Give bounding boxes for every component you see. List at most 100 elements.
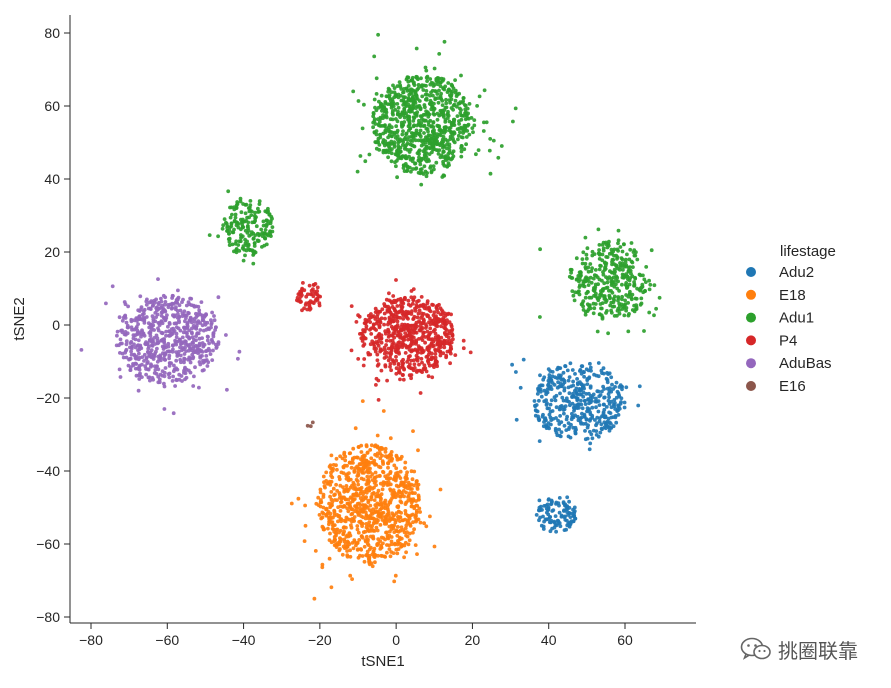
point-e18 (402, 555, 406, 560)
point-p4 (405, 334, 409, 338)
point-e18 (361, 494, 365, 499)
point-adu1 (631, 265, 635, 269)
point-e18 (382, 522, 387, 526)
point-adubas (156, 326, 160, 331)
point-adu1 (609, 247, 614, 252)
point-adu2 (561, 377, 565, 382)
point-adu1 (622, 305, 627, 310)
point-adu1 (625, 275, 630, 279)
point-e18 (303, 523, 308, 528)
point-adubas (132, 342, 136, 347)
point-adu1 (222, 217, 227, 222)
point-adu2 (557, 503, 561, 508)
point-adu1 (424, 135, 428, 140)
point-p4 (363, 317, 368, 322)
point-adu1 (616, 238, 621, 243)
point-adu1 (461, 99, 465, 103)
point-adubas (198, 328, 203, 332)
point-adu2 (558, 414, 562, 418)
point-adu1 (406, 102, 411, 107)
point-e18 (357, 538, 362, 542)
point-adu2 (559, 420, 564, 424)
point-adubas (124, 320, 129, 325)
point-adubas (189, 303, 194, 307)
point-p4 (300, 287, 304, 292)
point-adu1 (384, 107, 388, 112)
point-adu1 (657, 295, 662, 300)
point-adu2 (565, 505, 570, 510)
point-e18 (364, 490, 369, 495)
point-e18 (368, 503, 373, 508)
point-e18 (403, 509, 408, 513)
point-adubas (179, 341, 184, 346)
point-e18 (371, 521, 376, 526)
point-e18 (345, 554, 350, 559)
point-adu1 (406, 84, 411, 88)
point-adu1 (438, 108, 443, 113)
point-adubas (147, 331, 152, 335)
point-e18 (385, 535, 390, 540)
point-adu1 (638, 287, 643, 291)
point-adu2 (607, 410, 611, 415)
point-e18 (383, 506, 387, 511)
point-adu1 (472, 118, 477, 122)
point-adu1 (464, 110, 468, 114)
point-p4 (416, 311, 421, 316)
point-adu1 (438, 84, 443, 89)
point-p4 (409, 289, 414, 293)
point-p4 (392, 307, 397, 311)
point-adubas (179, 360, 183, 365)
point-adu1 (580, 261, 585, 266)
point-adu1 (640, 282, 645, 287)
point-adu2 (559, 513, 564, 518)
point-p4 (369, 332, 374, 336)
point-adu2 (544, 392, 548, 397)
point-adu1 (225, 229, 229, 233)
point-p4 (387, 315, 392, 320)
point-p4 (411, 335, 416, 340)
point-adubas (205, 348, 209, 353)
point-adu1 (610, 281, 614, 285)
point-e18 (321, 527, 326, 532)
point-adubas (174, 331, 179, 336)
point-adu1 (423, 92, 428, 97)
point-adu1 (419, 84, 424, 88)
point-e18 (350, 511, 355, 516)
point-adubas (138, 294, 143, 299)
point-adu1 (482, 88, 487, 93)
point-adu1 (413, 111, 417, 116)
point-adu1 (475, 104, 479, 108)
point-adu1 (227, 243, 232, 248)
point-p4 (362, 342, 367, 347)
point-adu1 (221, 223, 226, 228)
point-adubas (124, 355, 129, 360)
point-adu1 (464, 142, 468, 147)
point-adubas (140, 362, 144, 367)
point-e18 (396, 516, 401, 521)
point-adubas (190, 317, 195, 322)
point-adu1 (418, 106, 423, 111)
point-p4 (427, 308, 432, 313)
point-adu1 (262, 243, 267, 248)
point-p4 (439, 324, 443, 329)
point-adu1 (628, 247, 633, 252)
point-adu2 (549, 518, 554, 523)
point-adubas (194, 323, 199, 328)
point-p4 (373, 349, 378, 354)
point-adu2 (562, 380, 567, 385)
point-adu1 (574, 256, 579, 261)
point-adu1 (459, 154, 464, 159)
point-p4 (447, 341, 452, 346)
point-p4 (418, 303, 423, 308)
point-p4 (302, 306, 306, 311)
point-adu1 (592, 286, 596, 290)
point-adu2 (556, 418, 560, 423)
point-adubas (205, 364, 210, 368)
point-adubas (142, 333, 147, 338)
point-adu1 (622, 313, 627, 318)
point-adubas (209, 318, 213, 323)
x-tick-label: −80 (79, 632, 103, 648)
point-e18 (327, 556, 332, 561)
point-e18 (359, 476, 364, 481)
point-e18 (328, 463, 333, 468)
